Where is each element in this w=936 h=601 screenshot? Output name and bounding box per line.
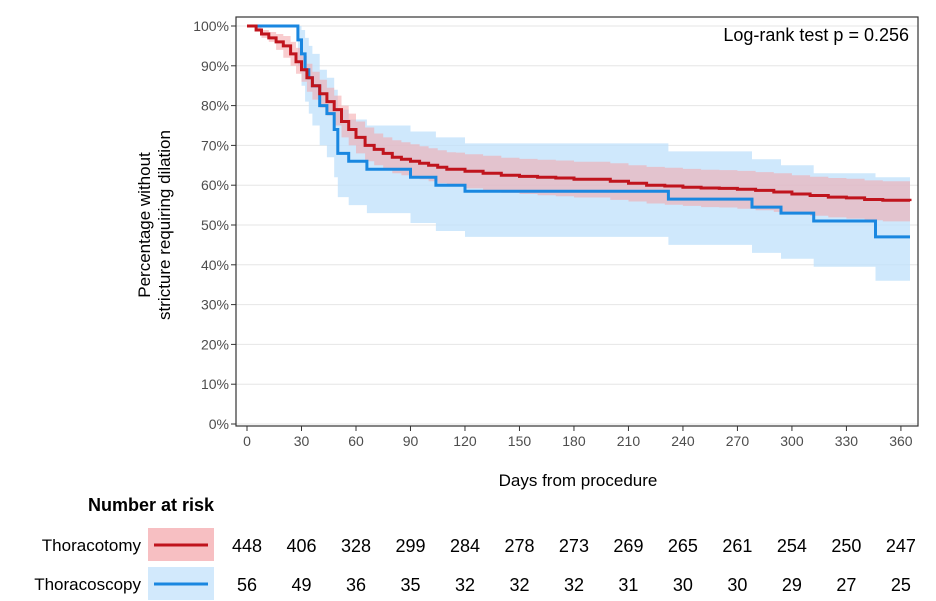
y-axis-title: Percentage without stricture requiring d… (135, 130, 174, 320)
risk-count-thoracoscopy: 31 (618, 575, 638, 595)
risk-count-thoracotomy: 299 (395, 536, 425, 556)
risk-count-thoracoscopy: 32 (564, 575, 584, 595)
x-tick-label: 270 (726, 433, 750, 449)
risk-count-thoracotomy: 278 (504, 536, 534, 556)
risk-count-thoracotomy: 261 (722, 536, 752, 556)
risk-count-thoracotomy: 406 (286, 536, 316, 556)
y-tick-label: 20% (201, 336, 229, 352)
x-tick-label: 120 (453, 433, 477, 449)
risk-count-thoracoscopy: 29 (782, 575, 802, 595)
y-tick-label: 60% (201, 177, 229, 193)
risk-count-thoracotomy: 328 (341, 536, 371, 556)
confidence-bands (247, 26, 910, 281)
risk-count-thoracotomy: 265 (668, 536, 698, 556)
risk-count-thoracoscopy: 56 (237, 575, 257, 595)
x-tick-label: 150 (508, 433, 532, 449)
x-tick-label: 360 (889, 433, 913, 449)
risk-count-thoracotomy: 250 (831, 536, 861, 556)
risk-count-thoracoscopy: 49 (291, 575, 311, 595)
risk-count-thoracoscopy: 35 (400, 575, 420, 595)
risk-count-thoracotomy: 247 (886, 536, 916, 556)
risk-table: Thoracotomy 448 406 328 299 284 278 273 269 265 26… (34, 528, 916, 600)
risk-count-thoracotomy: 254 (777, 536, 807, 556)
y-tick-label: 40% (201, 257, 229, 273)
x-tick-label: 60 (348, 433, 364, 449)
y-tick-label: 0% (209, 416, 229, 432)
x-tick-label: 180 (562, 433, 586, 449)
risk-count-thoracotomy: 448 (232, 536, 262, 556)
risk-count-thoracoscopy: 27 (836, 575, 856, 595)
risk-count-thoracoscopy: 32 (455, 575, 475, 595)
x-tick-label: 300 (780, 433, 804, 449)
y-tick-label: 50% (201, 217, 229, 233)
y-tick-label: 10% (201, 376, 229, 392)
risk-count-thoracoscopy: 25 (891, 575, 911, 595)
x-tick-label: 30 (294, 433, 310, 449)
y-axis-title-line-1: Percentage without (135, 152, 154, 298)
risk-count-thoracotomy: 273 (559, 536, 589, 556)
y-axis-title-line-2: stricture requiring dilation (155, 130, 174, 320)
confidence-band-thoracoscopy (247, 26, 910, 281)
risk-count-thoracoscopy: 32 (509, 575, 529, 595)
survival-curves (247, 24, 912, 239)
y-tick-label: 90% (201, 58, 229, 74)
curve-thoracoscopy (247, 24, 910, 239)
x-axis-ticks: 0 30 60 90 120 150 180 210 240 270 300 330 360 (243, 426, 913, 449)
risk-count-thoracotomy: 269 (613, 536, 643, 556)
y-axis-ticks: 0% 10% 20% 30% 40% 50% 60% 70% 80% 90% 100% (193, 18, 236, 432)
annotation-logrank: Log-rank test p = 0.256 (723, 25, 909, 45)
risk-count-thoracoscopy: 36 (346, 575, 366, 595)
y-tick-label: 70% (201, 137, 229, 153)
x-tick-label: 0 (243, 433, 251, 449)
risk-count-thoracoscopy: 30 (727, 575, 747, 595)
confidence-band-thoracotomy (247, 26, 910, 223)
risk-row-label-thoracoscopy: Thoracoscopy (34, 575, 141, 594)
risk-table-title: Number at risk (88, 495, 215, 515)
risk-count-thoracotomy: 284 (450, 536, 480, 556)
risk-count-thoracoscopy: 30 (673, 575, 693, 595)
x-axis-title: Days from procedure (499, 471, 658, 490)
plot-panel-border (235, 16, 919, 427)
x-tick-label: 90 (403, 433, 419, 449)
y-tick-label: 80% (201, 98, 229, 114)
curve-thoracotomy (247, 24, 912, 202)
risk-row-label-thoracotomy: Thoracotomy (42, 536, 142, 555)
x-tick-label: 330 (835, 433, 859, 449)
y-tick-label: 30% (201, 297, 229, 313)
x-tick-label: 210 (617, 433, 641, 449)
y-tick-label: 100% (193, 18, 229, 34)
x-tick-label: 240 (671, 433, 695, 449)
